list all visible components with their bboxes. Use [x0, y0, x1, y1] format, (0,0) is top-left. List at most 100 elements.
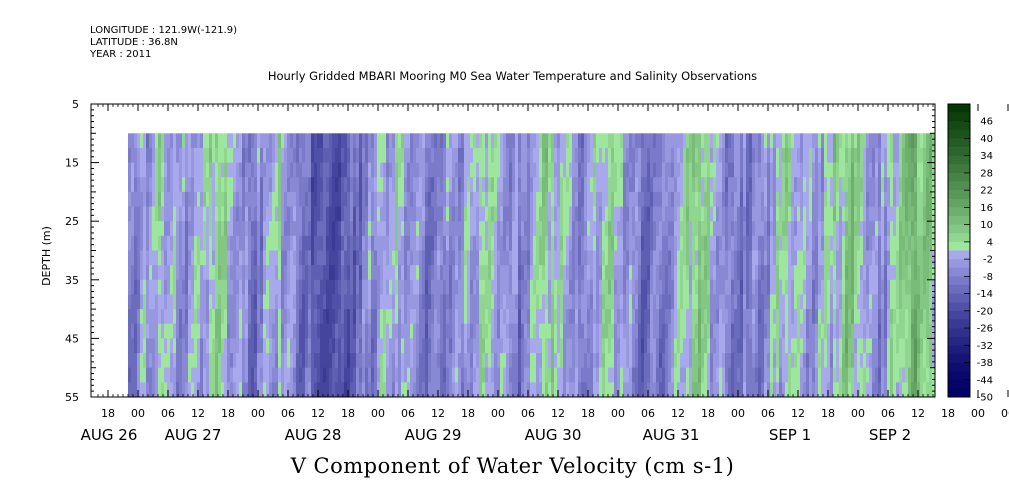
heatmap-cell — [248, 221, 252, 237]
heatmap-cell — [578, 265, 582, 281]
heatmap-cell — [755, 338, 759, 354]
heatmap-cell — [626, 177, 630, 193]
heatmap-cell — [254, 338, 258, 354]
heatmap-cell — [473, 250, 477, 266]
heatmap-cell — [224, 191, 228, 207]
heatmap-cell — [212, 235, 216, 251]
heatmap-cell — [719, 367, 723, 383]
heatmap-cell — [206, 309, 210, 325]
heatmap-cell — [707, 162, 711, 178]
heatmap-cell — [503, 338, 507, 354]
heatmap-cell — [581, 147, 585, 163]
heatmap-cell — [422, 177, 426, 193]
heatmap-cell — [725, 221, 729, 237]
heatmap-cell — [647, 235, 651, 251]
heatmap-cell — [926, 250, 930, 266]
heatmap-cell — [497, 147, 501, 163]
heatmap-cell — [305, 279, 309, 295]
heatmap-cell — [731, 279, 735, 295]
heatmap-cell — [932, 323, 935, 339]
heatmap-cell — [278, 353, 282, 369]
heatmap-cell — [428, 235, 432, 251]
heatmap-cell — [227, 309, 231, 325]
heatmap-cell — [794, 353, 798, 369]
heatmap-cell — [713, 323, 717, 339]
heatmap-cell — [167, 338, 171, 354]
heatmap-cell — [569, 250, 573, 266]
heatmap-cell — [524, 221, 528, 237]
heatmap-cell — [899, 294, 903, 310]
heatmap-cell — [929, 382, 933, 398]
heatmap-cell — [926, 323, 930, 339]
heatmap-cell — [560, 133, 564, 149]
heatmap-cell — [887, 367, 891, 383]
heatmap-cell — [269, 309, 273, 325]
heatmap-cell — [182, 279, 186, 295]
heatmap-cell — [716, 323, 720, 339]
heatmap-cell — [620, 309, 624, 325]
heatmap-cell — [878, 294, 882, 310]
heatmap-cell — [473, 191, 477, 207]
heatmap-cell — [386, 323, 390, 339]
heatmap-cell — [335, 279, 339, 295]
heatmap-cell — [857, 279, 861, 295]
heatmap-cell — [593, 133, 597, 149]
heatmap-cell — [584, 338, 588, 354]
heatmap-cell — [467, 221, 471, 237]
heatmap-cell — [260, 191, 264, 207]
heatmap-cell — [389, 338, 393, 354]
heatmap-cell — [794, 367, 798, 383]
chart-title: Hourly Gridded MBARI Mooring M0 Sea Wate… — [267, 69, 758, 83]
heatmap-cell — [434, 323, 438, 339]
heatmap-cell — [566, 309, 570, 325]
heatmap-cell — [668, 353, 672, 369]
heatmap-cell — [623, 162, 627, 178]
heatmap-cell — [254, 250, 258, 266]
heatmap-cell — [836, 382, 840, 398]
heatmap-cell — [899, 279, 903, 295]
heatmap-cell — [620, 177, 624, 193]
heatmap-cell — [227, 133, 231, 149]
heatmap-cell — [761, 367, 765, 383]
heatmap-cell — [311, 323, 315, 339]
heatmap-cell — [698, 235, 702, 251]
heatmap-cell — [161, 309, 165, 325]
heatmap-cell — [647, 353, 651, 369]
heatmap-cell — [911, 294, 915, 310]
heatmap-cell — [923, 294, 927, 310]
heatmap-cell — [221, 133, 225, 149]
heatmap-cell — [728, 279, 732, 295]
heatmap-cell — [284, 382, 288, 398]
heatmap-cell — [863, 191, 867, 207]
heatmap-cell — [392, 250, 396, 266]
heatmap-cell — [440, 265, 444, 281]
heatmap-cell — [305, 147, 309, 163]
heatmap-cell — [335, 294, 339, 310]
heatmap-cell — [167, 191, 171, 207]
heatmap-cell — [932, 191, 935, 207]
heatmap-cell — [251, 221, 255, 237]
heatmap-cell — [881, 309, 885, 325]
heatmap-cell — [680, 235, 684, 251]
heatmap-cell — [896, 147, 900, 163]
heatmap-cell — [527, 353, 531, 369]
heatmap-cell — [905, 294, 909, 310]
heatmap-cell — [488, 338, 492, 354]
heatmap-cell — [284, 323, 288, 339]
heatmap-cell — [494, 250, 498, 266]
heatmap-cell — [584, 133, 588, 149]
heatmap-cell — [509, 191, 513, 207]
heatmap-cell — [377, 338, 381, 354]
heatmap-cell — [623, 338, 627, 354]
heatmap-cell — [143, 177, 147, 193]
heatmap-cell — [515, 221, 519, 237]
heatmap-cell — [695, 353, 699, 369]
heatmap-cell — [491, 309, 495, 325]
heatmap-cell — [710, 235, 714, 251]
heatmap-cell — [563, 382, 567, 398]
heatmap-cell — [620, 353, 624, 369]
heatmap-cell — [644, 382, 648, 398]
heatmap-cell — [590, 221, 594, 237]
heatmap-cell — [788, 353, 792, 369]
heatmap-cell — [164, 367, 168, 383]
